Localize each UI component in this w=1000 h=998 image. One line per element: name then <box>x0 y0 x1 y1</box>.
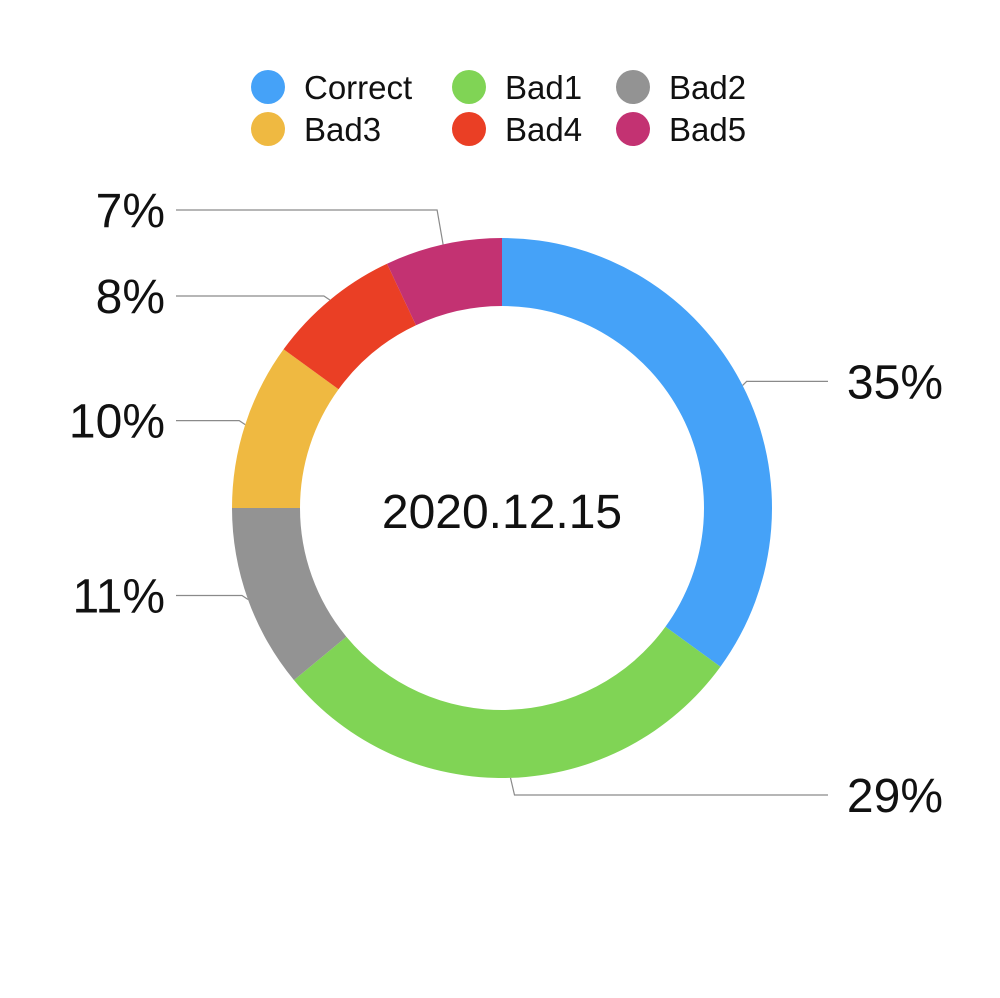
legend-label-bad2: Bad2 <box>669 69 746 106</box>
legend-label-bad5: Bad5 <box>669 111 746 148</box>
percent-label-bad4: 8% <box>96 271 165 324</box>
slice-correct <box>502 238 772 667</box>
legend-label-bad4: Bad4 <box>505 111 582 148</box>
leader-line-bad1 <box>509 777 828 796</box>
percent-label-bad3: 10% <box>69 396 165 449</box>
percent-label-correct: 35% <box>847 356 943 409</box>
slice-bad5 <box>387 238 502 326</box>
legend-swatch-bad3 <box>251 112 285 146</box>
percent-labels: 35% 29% 11% 10% 8% 7% <box>69 185 943 823</box>
leader-line-bad4 <box>176 295 331 301</box>
legend-swatch-correct <box>251 70 285 104</box>
leader-line-correct <box>742 380 828 386</box>
legend-label-correct: Correct <box>304 69 412 106</box>
percent-label-bad1: 29% <box>847 770 943 823</box>
legend: Correct Bad1 Bad2 Bad3 Bad4 Bad5 <box>251 69 746 148</box>
percent-label-bad5: 7% <box>96 185 165 238</box>
legend-label-bad1: Bad1 <box>505 69 582 106</box>
center-label: 2020.12.15 <box>382 486 622 539</box>
slice-bad4 <box>283 263 416 390</box>
leader-line-bad2 <box>176 594 249 600</box>
percent-label-bad2: 11% <box>72 570 165 623</box>
legend-swatch-bad1 <box>452 70 486 104</box>
leader-line-bad3 <box>176 420 246 426</box>
legend-swatch-bad4 <box>452 112 486 146</box>
slice-bad1 <box>293 626 721 778</box>
slice-bad2 <box>232 508 347 681</box>
slice-bad3 <box>232 349 339 508</box>
leader-line-bad5 <box>176 209 444 245</box>
donut-slices <box>232 238 772 778</box>
legend-swatch-bad2 <box>616 70 650 104</box>
legend-label-bad3: Bad3 <box>304 111 381 148</box>
legend-swatch-bad5 <box>616 112 650 146</box>
leader-lines <box>176 209 828 796</box>
